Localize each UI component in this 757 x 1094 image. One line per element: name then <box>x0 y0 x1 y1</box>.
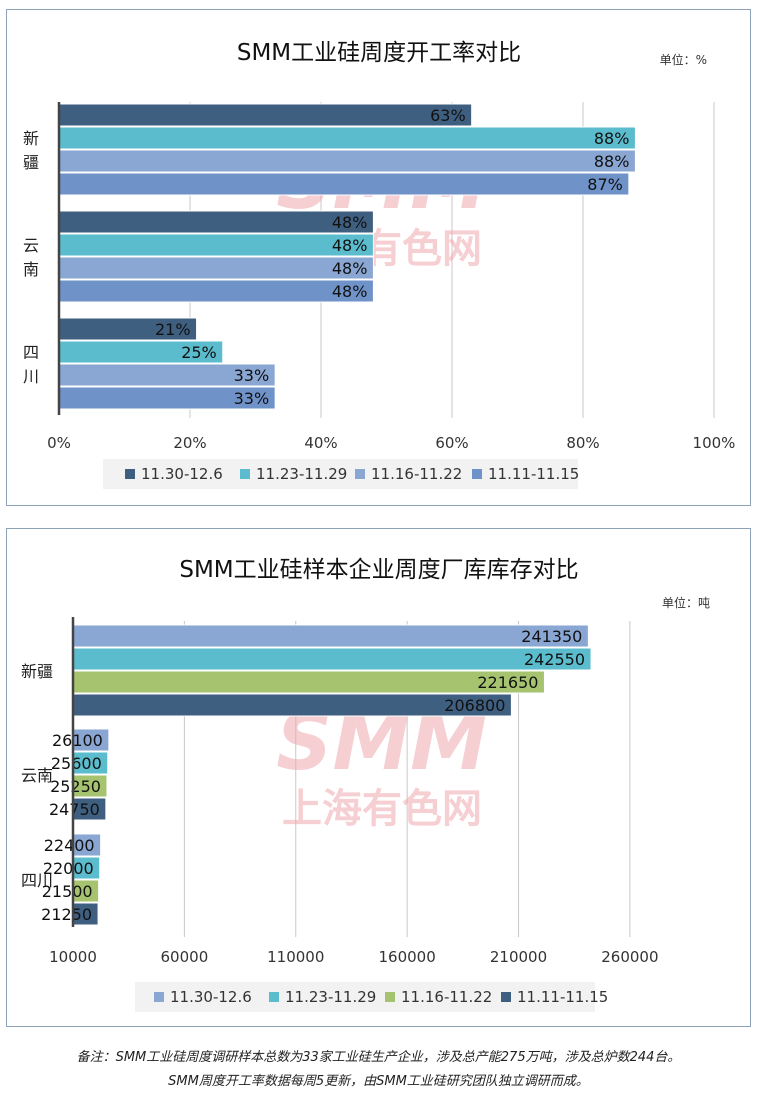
data-label: 33% <box>234 366 270 385</box>
x-tick-label: 210000 <box>490 948 547 966</box>
inventory-chart-panel: SMM工业硅样本企业周度厂库库存对比单位：吨 10000 60000 110000 16… <box>6 528 751 1027</box>
data-label: 33% <box>234 389 270 408</box>
data-label: 63% <box>430 106 466 125</box>
category-label: 疆 <box>23 153 39 172</box>
data-label: 241350 <box>521 627 582 646</box>
legend-swatch <box>472 469 482 479</box>
unit-label: 单位：吨 <box>662 595 710 610</box>
bar <box>72 624 589 648</box>
bar <box>58 279 374 303</box>
category-label: 四川 <box>21 871 53 890</box>
data-label: 25600 <box>51 754 102 773</box>
chart-title: SMM工业硅样本企业周度厂库库存对比 <box>179 557 578 583</box>
x-tick-label: 60% <box>435 434 468 452</box>
legend-label: 11.16-11.22 <box>371 465 462 483</box>
data-label: 242550 <box>524 650 585 669</box>
bar <box>72 670 545 694</box>
data-label: 48% <box>332 259 368 278</box>
category-label: 四 <box>23 343 39 362</box>
x-tick-label: 0% <box>47 434 71 452</box>
data-label: 24750 <box>49 800 100 819</box>
data-label: 21% <box>155 320 191 339</box>
legend-swatch <box>501 992 511 1002</box>
utilization-chart: SMM工业硅周度开工率对比单位：%0%20%40%60%80%100%SMM上海… <box>23 40 736 489</box>
bar <box>58 172 630 196</box>
bar <box>58 210 374 234</box>
legend-box <box>103 459 578 489</box>
bar <box>58 233 374 257</box>
x-tick-label: 260000 <box>601 948 658 966</box>
x-tick-label: 20% <box>173 434 206 452</box>
data-label: 48% <box>332 213 368 232</box>
category-label: 川 <box>23 367 39 386</box>
legend-label: 11.30-12.6 <box>170 988 252 1006</box>
x-tick-label: 40% <box>304 434 337 452</box>
legend-swatch <box>355 469 365 479</box>
bar <box>72 647 592 671</box>
data-label: 88% <box>594 152 630 171</box>
legend-label: 11.11-11.15 <box>517 988 608 1006</box>
footnote-line-1: 备注：SMM工业硅周度调研样本总数为33家工业硅生产企业，涉及总产能275万吨，… <box>76 1050 681 1065</box>
bar <box>58 256 374 280</box>
data-label: 25250 <box>50 777 101 796</box>
data-label: 48% <box>332 282 368 301</box>
data-label: 206800 <box>444 696 505 715</box>
category-label: 云 <box>23 236 39 255</box>
data-label: 221650 <box>477 673 538 692</box>
utilization-chart-panel: SMM工业硅周度开工率对比单位：%0%20%40%60%80%100%SMM上海… <box>6 9 751 506</box>
legend-swatch <box>385 992 395 1002</box>
legend-label: 11.23-11.29 <box>256 465 347 483</box>
footnote-line-2: SMM周度开工率数据每周5更新，由SMM工业硅研究团队独立调研而成。 <box>168 1074 589 1089</box>
data-label: 48% <box>332 236 368 255</box>
bar <box>58 126 636 150</box>
data-label: 22400 <box>44 836 95 855</box>
x-tick-label: 100% <box>693 434 736 452</box>
legend-swatch <box>154 992 164 1002</box>
legend-label: 11.23-11.29 <box>285 988 376 1006</box>
x-tick-label: 160000 <box>379 948 436 966</box>
category-label: 云南 <box>21 766 53 785</box>
data-label: 87% <box>587 175 623 194</box>
data-label: 21500 <box>42 882 93 901</box>
chart-title: SMM工业硅周度开工率对比 <box>237 40 521 66</box>
data-label: 26100 <box>52 731 103 750</box>
legend-swatch <box>269 992 279 1002</box>
category-label: 新 <box>23 129 39 148</box>
data-label: 25% <box>181 343 217 362</box>
bar <box>58 103 473 127</box>
legend-label: 11.16-11.22 <box>401 988 492 1006</box>
legend-swatch <box>240 469 250 479</box>
x-tick-label: 10000 <box>49 948 97 966</box>
legend-box <box>135 982 595 1012</box>
data-label: 22000 <box>43 859 94 878</box>
bar <box>58 149 636 173</box>
data-label: 88% <box>594 129 630 148</box>
x-tick-label: 110000 <box>267 948 324 966</box>
category-label: 南 <box>23 260 39 279</box>
data-label: 21250 <box>41 905 92 924</box>
x-tick-label: 60000 <box>161 948 209 966</box>
legend-swatch <box>125 469 135 479</box>
x-tick-label: 80% <box>566 434 599 452</box>
legend-label: 11.30-12.6 <box>141 465 223 483</box>
category-label: 新疆 <box>21 662 53 681</box>
legend-label: 11.11-11.15 <box>488 465 579 483</box>
watermark-cn: 上海有色网 <box>282 786 482 832</box>
unit-label: 单位：% <box>660 52 707 67</box>
